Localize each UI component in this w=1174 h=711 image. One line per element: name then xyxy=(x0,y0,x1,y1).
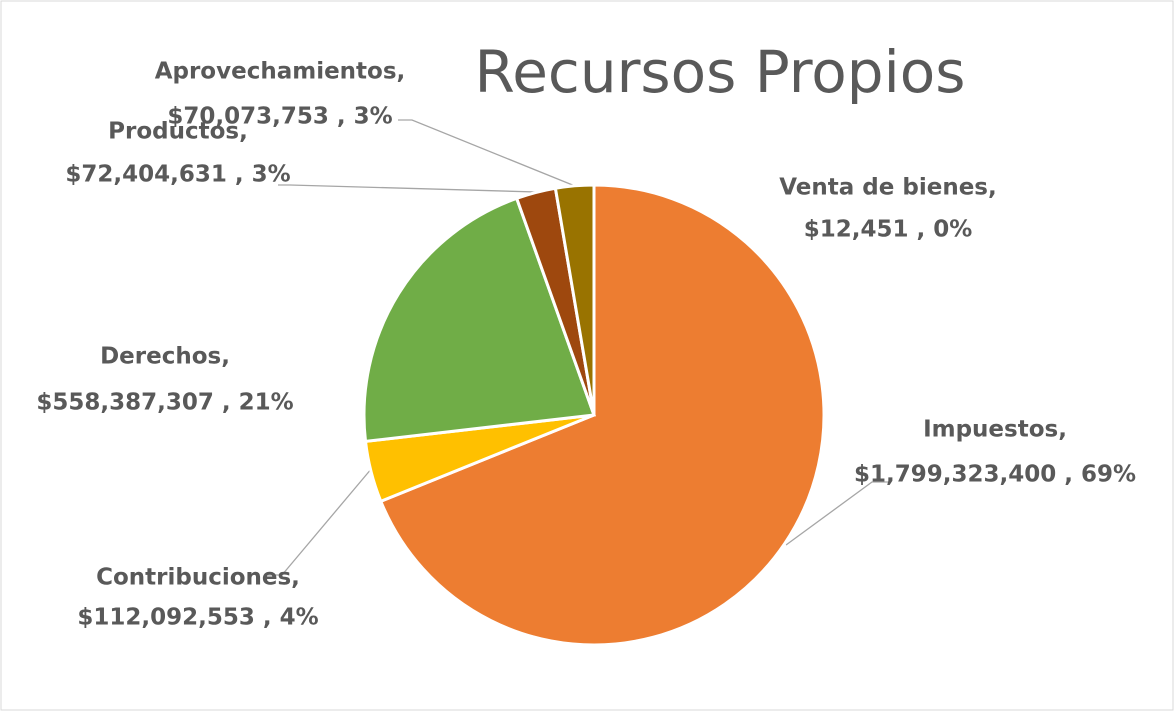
data-label-category: Productos, xyxy=(108,119,248,145)
data-label-category: Contribuciones, xyxy=(96,565,300,591)
data-label-value: $70,073,753 , 3% xyxy=(167,104,392,130)
data-label-value: $12,451 , 0% xyxy=(804,217,973,243)
chart-title: Recursos Propios xyxy=(475,38,966,106)
leader-line xyxy=(398,119,576,187)
data-label-category: Aprovechamientos, xyxy=(155,59,406,85)
data-label-value: $112,092,553 , 4% xyxy=(77,605,318,631)
data-label-category: Impuestos, xyxy=(923,417,1067,443)
leader-line xyxy=(268,467,373,576)
pie-slice xyxy=(378,183,826,647)
data-label-value: $558,387,307 , 21% xyxy=(36,390,293,416)
leader-lines xyxy=(268,119,888,576)
data-label-category: Derechos, xyxy=(100,344,230,370)
data-label-value: $72,404,631 , 3% xyxy=(65,162,290,188)
leader-line xyxy=(785,481,888,546)
data-label-category: Venta de bienes, xyxy=(779,175,996,201)
pie-slice xyxy=(362,196,597,444)
leader-line xyxy=(278,184,538,193)
data-label-value: $1,799,323,400 , 69% xyxy=(854,462,1136,488)
pie-slice xyxy=(553,183,596,416)
